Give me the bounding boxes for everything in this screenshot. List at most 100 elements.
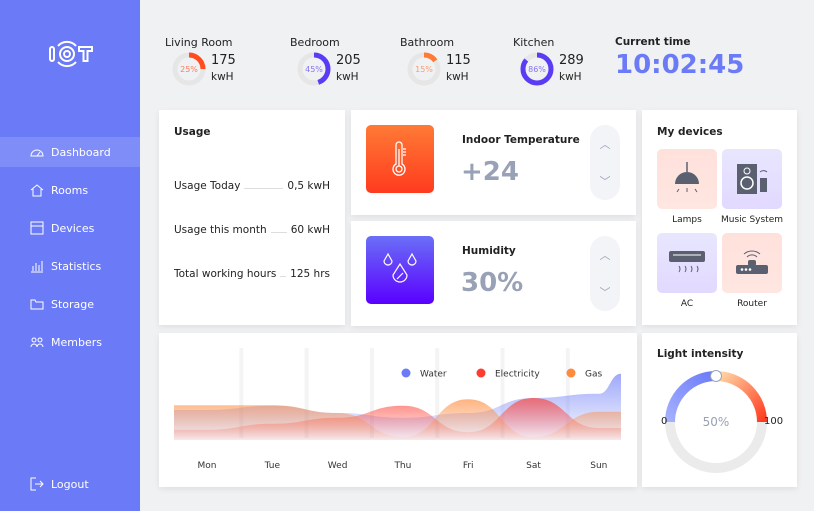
folder-icon xyxy=(30,299,44,310)
grid-band xyxy=(369,348,374,438)
room-donut: 25% xyxy=(172,52,206,86)
humidity-value: 30% xyxy=(461,268,524,298)
dashboard-icon xyxy=(30,149,44,157)
room-value: 289 xyxy=(559,53,584,68)
room-donut: 45% xyxy=(297,52,331,86)
room-unit: kwH xyxy=(211,71,234,83)
room-name: Kitchen xyxy=(513,36,555,49)
current-time-value: 10:02:45 xyxy=(615,50,745,80)
home-icon xyxy=(30,184,44,197)
lamp-icon xyxy=(675,162,699,193)
legend-marker xyxy=(401,368,411,378)
usage-label: Usage Today xyxy=(174,180,241,192)
sidebar-item-devices[interactable]: Devices xyxy=(0,213,140,243)
logout-button[interactable]: Logout xyxy=(0,469,140,499)
legend-label: Electricity xyxy=(495,370,540,380)
current-time-label: Current time xyxy=(615,36,691,48)
sidebar-item-label: Dashboard xyxy=(51,145,111,159)
consumption-chart: Mon Tue Wed Thu Fri Sat Sun Water Electricity Gas xyxy=(174,348,621,471)
usage-card: Usage Usage Today 0,5 kwH Usage this mont… xyxy=(159,110,345,325)
device-label: Lamps xyxy=(672,215,702,225)
humidity-stepper: ︿ ﹀ xyxy=(590,236,620,311)
statistics-icon xyxy=(31,261,43,273)
room-donut: 15% xyxy=(407,52,441,86)
temperature-card: Indoor Temperature +24 ︿ ﹀ xyxy=(351,110,636,215)
device-label: Music System xyxy=(720,215,784,225)
room-unit: kwH xyxy=(336,71,359,83)
speaker-icon xyxy=(737,164,768,194)
gauge-value-label: 50% xyxy=(702,415,730,429)
sidebar-item-dashboard[interactable]: Dashboard xyxy=(0,137,140,167)
humidity-title: Humidity xyxy=(462,245,516,257)
light-intensity-card: Light intensity 0 100 50% xyxy=(642,333,797,487)
sidebar-item-label: Storage xyxy=(51,297,95,311)
legend-label: Gas xyxy=(585,370,602,380)
sidebar: Dashboard Rooms Devices Statistics Stora… xyxy=(0,0,140,511)
x-tick-label: Fri xyxy=(463,461,474,471)
device-label: Router xyxy=(737,299,767,309)
room-value: 175 xyxy=(211,53,236,68)
grid-band xyxy=(239,348,244,438)
temperature-stepper: ︿ ﹀ xyxy=(590,125,620,200)
x-tick-label: Tue xyxy=(264,461,281,471)
sidebar-item-statistics[interactable]: Statistics xyxy=(0,251,140,281)
sidebar-item-members[interactable]: Members xyxy=(0,327,140,357)
devices-icon xyxy=(30,221,44,235)
light-gauge[interactable] xyxy=(642,333,797,487)
device-lamps[interactable] xyxy=(657,149,717,209)
grid-band xyxy=(304,348,309,438)
humidity-drops-icon xyxy=(366,236,434,304)
logout-label: Logout xyxy=(51,477,89,491)
gauge-max-label: 100 xyxy=(764,416,784,427)
usage-label: Total working hours xyxy=(174,268,277,280)
device-router[interactable] xyxy=(722,233,782,293)
usage-value: 125 hrs xyxy=(290,268,330,280)
room-percent: 86% xyxy=(528,65,546,74)
usage-row: Usage Today 0,5 kwH xyxy=(174,180,330,192)
usage-row: Usage this month 60 kwH xyxy=(174,224,330,236)
legend-marker xyxy=(566,368,576,378)
grid-band xyxy=(435,348,440,438)
usage-label: Usage this month xyxy=(174,224,267,236)
sidebar-item-label: Rooms xyxy=(51,183,89,197)
legend-marker xyxy=(476,368,486,378)
grid-band xyxy=(500,348,505,438)
x-tick-label: Mon xyxy=(198,461,217,471)
sidebar-item-label: Members xyxy=(51,335,102,349)
series-area-gas xyxy=(174,399,621,440)
members-icon xyxy=(30,337,44,348)
devices-card: My devices Lamps Music System AC Router xyxy=(642,110,797,325)
sidebar-item-storage[interactable]: Storage xyxy=(0,289,140,319)
sidebar-item-rooms[interactable]: Rooms xyxy=(0,175,140,205)
x-tick-label: Wed xyxy=(328,461,348,471)
sidebar-item-label: Devices xyxy=(51,221,95,235)
usage-row: Total working hours 125 hrs xyxy=(174,268,330,280)
room-value: 115 xyxy=(446,53,471,68)
chevron-up-icon[interactable]: ︿ xyxy=(599,248,611,262)
chevron-down-icon[interactable]: ﹀ xyxy=(599,286,611,300)
room-name: Bathroom xyxy=(400,36,455,49)
iot-logo xyxy=(48,38,94,74)
gauge-track xyxy=(665,421,767,473)
light-title: Light intensity xyxy=(657,348,744,360)
usage-value: 60 kwH xyxy=(290,224,330,236)
x-tick-label: Thu xyxy=(393,461,411,471)
temperature-value: +24 xyxy=(461,157,519,187)
room-donut: 86% xyxy=(520,52,554,86)
gauge-handle[interactable] xyxy=(710,370,722,382)
logout-icon xyxy=(30,477,44,491)
sidebar-item-label: Statistics xyxy=(51,259,102,273)
device-music-system[interactable] xyxy=(722,149,782,209)
room-unit: kwH xyxy=(446,71,469,83)
legend-label: Water xyxy=(420,370,447,380)
chevron-down-icon[interactable]: ﹀ xyxy=(599,175,611,189)
x-tick-label: Sat xyxy=(526,461,541,471)
x-tick-label: Sun xyxy=(590,461,607,471)
temperature-title: Indoor Temperature xyxy=(462,134,580,146)
device-ac[interactable] xyxy=(657,233,717,293)
usage-title: Usage xyxy=(174,126,211,138)
usage-value: 0,5 kwH xyxy=(287,180,330,192)
devices-title: My devices xyxy=(657,126,723,138)
current-time: Current time 10:02:45 xyxy=(615,36,744,80)
chevron-up-icon[interactable]: ︿ xyxy=(599,137,611,151)
